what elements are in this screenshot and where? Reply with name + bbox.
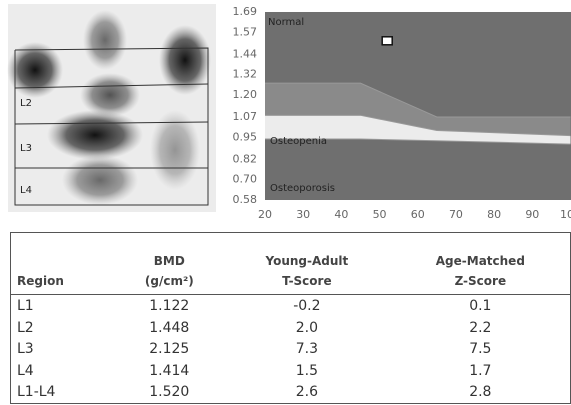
y-tick-label: 1.20 [233,88,258,101]
cell: 1.414 [116,360,224,382]
x-tick-label: 80 [487,208,501,221]
header-text: T-Score [229,274,385,288]
zone-label: Osteopenia [270,136,327,147]
cell: 2.2 [391,317,571,339]
cell: L1-L4 [11,381,116,403]
cell: 7.3 [223,338,391,360]
cell: 1.122 [116,295,224,317]
y-tick-label: 0.58 [233,193,258,206]
cell: 1.7 [391,360,571,382]
zone-label: Normal [268,17,304,28]
y-tick-label: 0.70 [233,173,258,186]
cell: 1.448 [116,317,224,339]
cell: 1.520 [116,381,224,403]
x-tick-label: 50 [373,208,387,221]
cell: L3 [11,338,116,360]
y-tick-label: 1.32 [233,68,258,81]
y-tick-label: 1.44 [233,47,258,60]
y-tick-label: 1.69 [233,5,258,18]
x-tick-label: 30 [296,208,310,221]
header-cell: Age-Matched Z-Score [391,233,571,295]
chart: 0.58 0.70 0.82 0.95 1.07 1.20 1.32 1.44 1.57 1.69… [0,0,571,230]
header-cell: BMD (g/cm²) [116,233,224,295]
report: 0.58 0.70 0.82 0.95 1.07 1.20 1.32 1.44 1.57 1.69… [0,0,571,405]
header-row: Region BMD (g/cm²) Young-Adult T-Score Age-Ma… [11,233,571,295]
header-cell: Region [11,233,116,295]
cell: L1 [11,295,116,317]
y-tick-label: 0.82 [233,152,258,165]
y-tick-label: 1.07 [233,110,258,123]
cell: 0.1 [391,295,571,317]
cell: 2.6 [223,381,391,403]
x-tick-label: 20 [258,208,272,221]
header-text: Age-Matched [397,254,564,268]
cell: -0.2 [223,295,391,317]
vertebra-label: L3 [20,143,32,154]
y-tick-label: 1.57 [233,25,258,38]
header-text: Region [17,274,110,288]
cell: L4 [11,360,116,382]
header-text: BMD [122,254,218,268]
header-text: (g/cm²) [122,274,218,288]
x-tick-label: 40 [334,208,348,221]
cell: 7.5 [391,338,571,360]
y-tick-label: 0.95 [233,130,258,143]
cell: 2.8 [391,381,571,403]
x-tick-label: 60 [411,208,425,221]
spine-scan [7,4,216,212]
header-cell: Young-Adult T-Score [223,233,391,295]
results-table: Region BMD (g/cm²) Young-Adult T-Score Age-Ma… [10,232,571,404]
header-text: Young-Adult [229,254,385,268]
zone-label: Osteoporosis [270,183,335,194]
header-text: Z-Score [397,274,564,288]
x-tick-label: 70 [449,208,463,221]
x-tick-label: 100 [560,208,571,221]
cell: 2.0 [223,317,391,339]
vertebra-label: L2 [20,98,32,109]
cell: L2 [11,317,116,339]
vertebra-label: L4 [20,185,32,196]
patient-point [382,37,392,45]
x-tick-label: 90 [525,208,539,221]
cell: 1.5 [223,360,391,382]
cell: 2.125 [116,338,224,360]
